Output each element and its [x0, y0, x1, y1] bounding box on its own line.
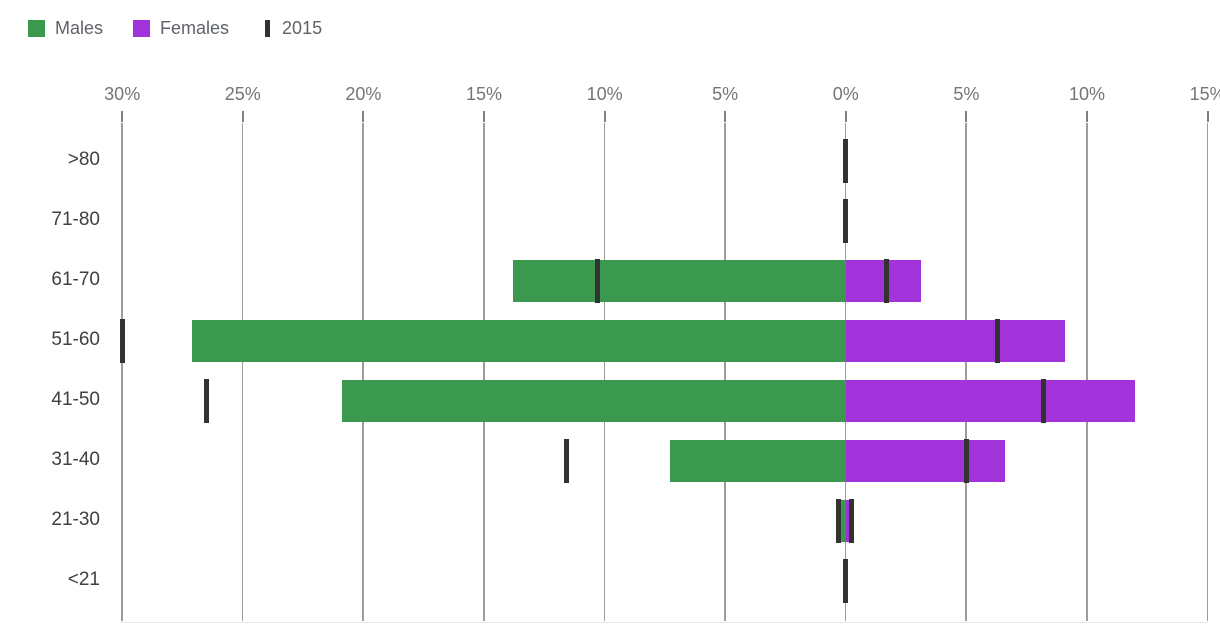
legend-item-males[interactable]: Males	[28, 18, 103, 39]
gridline	[241, 123, 244, 621]
x-axis-tick-label: 15%	[465, 84, 503, 104]
category-label: 61-70	[51, 269, 100, 290]
bar-males-31-40[interactable]	[669, 440, 846, 482]
bar-females-41-50[interactable]	[845, 380, 1136, 422]
benchmark-2015-females-71-80[interactable]	[843, 199, 849, 243]
series-swatch-icon	[133, 20, 151, 37]
gridline	[1206, 123, 1209, 621]
benchmark-2015-males-31-40[interactable]	[563, 439, 569, 483]
gridline	[121, 123, 123, 621]
x-axis-tick-label: 5%	[953, 84, 980, 104]
category-label: 51-60	[51, 329, 100, 350]
x-axis-hash-mark	[121, 111, 124, 122]
bar-males-21-30[interactable]	[840, 500, 846, 542]
benchmark-2015-females-<21[interactable]	[843, 559, 849, 603]
x-axis-tick-label: 0%	[832, 84, 859, 104]
benchmark-2015-females-41-50[interactable]	[1041, 379, 1047, 423]
axis-baseline	[121, 622, 1209, 623]
category-label: <21	[67, 569, 100, 590]
x-axis-tick-label: 30%	[104, 84, 141, 104]
legend-item-2015[interactable]: 2015	[259, 18, 322, 39]
bar-females-51-60[interactable]	[845, 320, 1066, 362]
benchmark-2015-males-51-60[interactable]	[119, 319, 125, 363]
x-axis-hash-mark	[724, 111, 727, 122]
benchmark-2015-males-41-50[interactable]	[204, 379, 210, 423]
category-label: 31-40	[51, 449, 100, 470]
bar-males-51-60[interactable]	[192, 320, 846, 362]
bar-males-41-50[interactable]	[341, 380, 846, 422]
benchmark-tick-icon	[265, 20, 271, 37]
gridline	[603, 123, 606, 621]
category-label: 41-50	[51, 389, 100, 410]
x-axis-hash-mark	[1086, 111, 1088, 122]
x-axis-tick-label: 25%	[224, 84, 261, 104]
legend-label: 2015	[282, 18, 323, 38]
x-axis-hash-mark	[362, 111, 365, 122]
x-axis-hash-mark	[1206, 111, 1209, 122]
x-axis-hash-mark	[603, 111, 606, 122]
bar-females-31-40[interactable]	[845, 440, 1005, 482]
benchmark-2015-females-61-70[interactable]	[884, 259, 890, 303]
benchmark-2015-females-31-40[interactable]	[963, 439, 969, 483]
bar-females-61-70[interactable]	[845, 260, 921, 302]
gridline	[844, 123, 847, 621]
bar-females-21-30[interactable]	[845, 500, 850, 542]
category-label: 71-80	[51, 209, 100, 230]
gridline	[1086, 123, 1088, 621]
series-swatch-icon	[28, 20, 45, 37]
x-axis-hash-mark	[844, 111, 847, 122]
legend-label: Males	[55, 18, 104, 38]
x-axis-hash-mark	[241, 111, 244, 122]
benchmark-2015-males-21-30[interactable]	[836, 499, 842, 543]
gridline	[362, 123, 364, 621]
x-axis-hash-mark	[483, 111, 485, 122]
legend-label: Females	[160, 18, 230, 38]
x-axis-tick-label: 10%	[1068, 84, 1106, 104]
x-axis-tick-label: 5%	[712, 84, 739, 104]
x-axis-tick-label: 20%	[345, 84, 382, 104]
x-axis-hash-mark	[965, 111, 968, 122]
category-label: 21-30	[51, 509, 100, 530]
bar-males-61-70[interactable]	[512, 260, 846, 302]
benchmark-2015-females->80[interactable]	[843, 139, 849, 183]
benchmark-2015-females-51-60[interactable]	[995, 319, 1001, 363]
benchmark-2015-females-21-30[interactable]	[849, 499, 855, 543]
gridline	[483, 123, 485, 621]
chart-legend: Males Females 2015	[28, 18, 322, 39]
x-axis-tick-label: 10%	[586, 84, 623, 104]
legend-item-females[interactable]: Females	[133, 18, 229, 39]
x-axis-tick-label: 15%	[1189, 84, 1220, 104]
gridline	[724, 123, 726, 621]
gridline	[965, 123, 967, 621]
category-label: >80	[67, 149, 100, 170]
benchmark-2015-males-61-70[interactable]	[594, 259, 600, 303]
